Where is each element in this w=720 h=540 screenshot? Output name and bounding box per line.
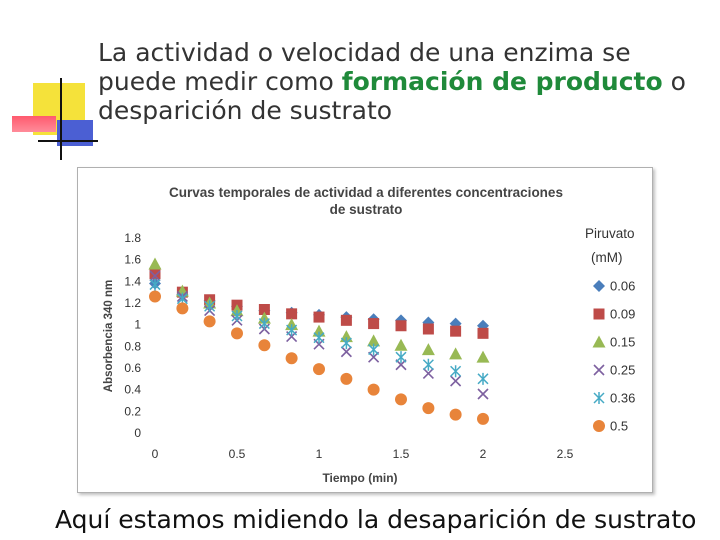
data-point-0_36 (286, 324, 298, 337)
chart-frame: Curvas temporales de actividad a diferen… (77, 167, 653, 493)
title-text-2: o desparición de sustrato (98, 67, 686, 125)
data-point-0_25 (340, 346, 352, 358)
data-point-0_36 (340, 337, 352, 350)
legend-label: 0.15 (610, 335, 635, 350)
data-point-0_09 (477, 327, 489, 339)
data-point-0_25 (422, 367, 434, 379)
data-point-0_09 (149, 268, 161, 280)
chart-title: Curvas temporales de actividad a diferen… (169, 185, 563, 200)
legend-label: 0.09 (610, 307, 635, 322)
data-point-0_36 (231, 310, 243, 322)
y-axis-label: Absorbencia 340 nm (103, 280, 115, 392)
decor-blue-square (57, 120, 93, 146)
data-point-0_5 (340, 372, 353, 385)
slide-title: La actividad o velocidad de una enzima s… (98, 38, 698, 125)
data-point-0_5 (313, 363, 325, 376)
data-point-0_15 (449, 347, 463, 360)
data-point-0_15 (476, 350, 490, 363)
data-point-0_25 (477, 388, 489, 400)
data-point-0_09 (368, 318, 380, 330)
chart-title: de sustrato (330, 202, 403, 217)
legend-title: Piruvato (585, 226, 635, 241)
data-point-0_25 (450, 375, 462, 387)
data-point-0_5 (422, 402, 435, 415)
legend-marker (593, 280, 605, 292)
y-tick-label: 0.2 (124, 404, 141, 418)
y-tick-label: 1.4 (124, 274, 141, 288)
data-point-0_5 (367, 383, 380, 396)
legend-label: 0.5 (610, 419, 628, 434)
data-point-0_5 (477, 412, 489, 425)
data-point-0_36 (395, 351, 407, 364)
x-tick-label: 0.5 (229, 447, 246, 461)
y-tick-label: 0.6 (124, 361, 141, 375)
title-text-1: La actividad o velocidad de una enzima s… (98, 38, 631, 96)
x-tick-label: 0 (152, 447, 159, 461)
data-point-0_5 (231, 327, 243, 340)
x-tick-label: 1 (316, 447, 323, 461)
y-tick-label: 0 (134, 426, 141, 440)
x-tick-label: 1.5 (393, 447, 410, 461)
legend-marker (593, 420, 605, 432)
data-point-0_5 (203, 315, 216, 328)
decor-horizontal-line (38, 140, 98, 142)
data-point-0_36 (450, 365, 462, 378)
data-point-0_5 (149, 290, 161, 303)
legend-marker (592, 335, 606, 348)
y-tick-label: 1.8 (124, 231, 141, 245)
legend-marker (593, 364, 605, 376)
data-point-0_36 (149, 278, 161, 291)
data-point-0_5 (449, 408, 462, 421)
y-tick-label: 1.2 (124, 296, 141, 310)
legend-label: 0.25 (610, 363, 635, 378)
data-point-0_36 (313, 331, 325, 344)
x-tick-label: 2.5 (557, 447, 574, 461)
data-point-0_09 (450, 325, 462, 337)
data-point-0_15 (421, 343, 435, 356)
enzyme-activity-chart: Curvas temporales de actividad a diferen… (103, 185, 635, 485)
legend-marker (593, 392, 605, 404)
data-point-0_09 (286, 308, 298, 320)
title-highlight: formación de producto (341, 67, 663, 96)
legend-marker (593, 308, 605, 320)
data-point-0_36 (368, 343, 380, 356)
data-point-0_36 (258, 317, 270, 330)
data-point-0_25 (149, 270, 161, 282)
y-tick-label: 1.6 (124, 253, 141, 267)
decor-red-bar (12, 116, 56, 132)
legend-label: 0.36 (610, 391, 635, 406)
data-point-0_09 (395, 320, 407, 332)
data-point-0_5 (258, 339, 271, 352)
x-tick-label: 2 (480, 447, 487, 461)
data-point-0_09 (258, 304, 270, 315)
data-point-0_5 (176, 302, 189, 315)
data-point-0_09 (422, 323, 434, 335)
y-tick-label: 0.4 (124, 383, 141, 397)
data-point-0_15 (148, 257, 162, 270)
decor-vertical-line (60, 78, 62, 160)
x-axis-label: Tiempo (min) (322, 471, 397, 485)
data-point-0_09 (340, 314, 352, 326)
data-point-0_36 (477, 372, 489, 385)
data-point-0_15 (367, 334, 381, 347)
slide-footer: Aquí estamos midiendo la desaparición de… (55, 505, 697, 534)
data-point-0_09 (313, 311, 325, 323)
legend-label: 0.06 (610, 279, 635, 294)
data-point-0_36 (204, 300, 216, 313)
data-point-0_5 (285, 352, 298, 365)
y-tick-label: 0.8 (124, 339, 141, 353)
data-point-0_36 (422, 358, 434, 371)
y-tick-label: 1 (134, 318, 141, 332)
data-point-0_5 (395, 393, 407, 406)
data-point-0_15 (394, 338, 408, 351)
legend-title: (mM) (591, 250, 622, 265)
